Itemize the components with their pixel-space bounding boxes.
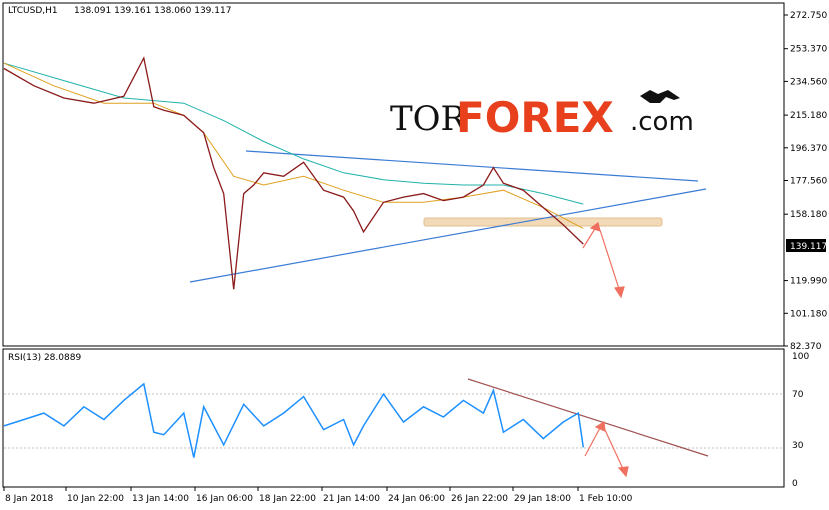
y-tick-label: 272.750 — [790, 11, 827, 21]
descending-trendline — [245, 150, 699, 182]
x-axis: 8 Jan 2018 10 Jan 22:00 13 Jan 14:00 16 Jan… — [3, 487, 633, 504]
rsi-arrow-up — [584, 425, 602, 457]
support-zone — [423, 217, 663, 227]
y-tick-label: 234.560 — [790, 77, 827, 87]
rsi-y-tick-label: 70 — [792, 390, 804, 400]
y-tick-label: 101.180 — [790, 309, 827, 319]
rsi-label: RSI(13) 28.0889 — [8, 353, 81, 363]
x-tick-label: 21 Jan 14:00 — [323, 494, 380, 504]
logo: TOR FOREX .com — [390, 90, 694, 142]
symbol-label: LTCUSD,H1 — [8, 6, 58, 16]
rsi-y-tick-label: 0 — [792, 479, 798, 489]
rsi-arrowhead-down — [617, 466, 629, 478]
rsi-y-tick-label: 30 — [792, 441, 804, 451]
bull-icon — [640, 90, 680, 103]
y-axis-main: 272.750 253.370 234.560 215.180 196.370 177.5… — [784, 11, 827, 352]
main-pane-frame — [2, 2, 785, 347]
y-tick-label: 215.180 — [790, 111, 827, 121]
x-tick-label: 29 Jan 18:00 — [514, 494, 571, 504]
rsi-arrowhead-up — [594, 420, 606, 432]
price-arrow-up — [582, 226, 597, 249]
price-arrowhead-up — [589, 221, 601, 232]
x-tick-label: 10 Jan 22:00 — [67, 494, 124, 504]
y-axis-rsi: 100 70 30 0 — [792, 352, 809, 489]
ascending-trendline — [189, 188, 707, 283]
x-tick-label: 26 Jan 22:00 — [451, 494, 508, 504]
ohlc-label: 138.091 139.161 138.060 139.117 — [74, 6, 231, 16]
rsi-line — [3, 382, 585, 458]
rsi-arrow-down — [604, 429, 625, 472]
rsi-pane-frame — [2, 348, 785, 488]
logo-tor: TOR — [390, 99, 468, 139]
y-tick-label: 82.370 — [790, 342, 822, 352]
x-tick-label: 13 Jan 14:00 — [132, 494, 189, 504]
price-arrow-down — [599, 229, 621, 293]
logo-forex: FOREX — [456, 93, 614, 142]
ma-fast-line — [3, 62, 584, 229]
rsi-y-tick-label: 100 — [792, 352, 809, 362]
forecast-arrows — [582, 221, 629, 478]
price-arrowhead-down — [613, 286, 625, 299]
current-price-badge — [786, 239, 826, 252]
current-price-label: 139.117 — [790, 242, 827, 252]
rsi-trendline — [467, 378, 709, 457]
x-tick-label: 24 Jan 06:00 — [388, 494, 445, 504]
y-tick-label: 196.370 — [790, 144, 827, 154]
x-tick-label: 1 Feb 10:00 — [579, 494, 633, 504]
y-tick-label: 119.990 — [790, 277, 827, 287]
x-tick-label: 16 Jan 06:00 — [196, 494, 253, 504]
y-tick-label: 177.560 — [790, 177, 827, 187]
y-tick-label: 158.180 — [790, 210, 827, 220]
logo-com: .com — [630, 107, 694, 137]
y-tick-label: 253.370 — [790, 45, 827, 55]
ma-slow-line — [3, 62, 584, 205]
price-line — [3, 56, 584, 290]
x-tick-label: 8 Jan 2018 — [5, 494, 53, 504]
x-tick-label: 18 Jan 22:00 — [259, 494, 316, 504]
